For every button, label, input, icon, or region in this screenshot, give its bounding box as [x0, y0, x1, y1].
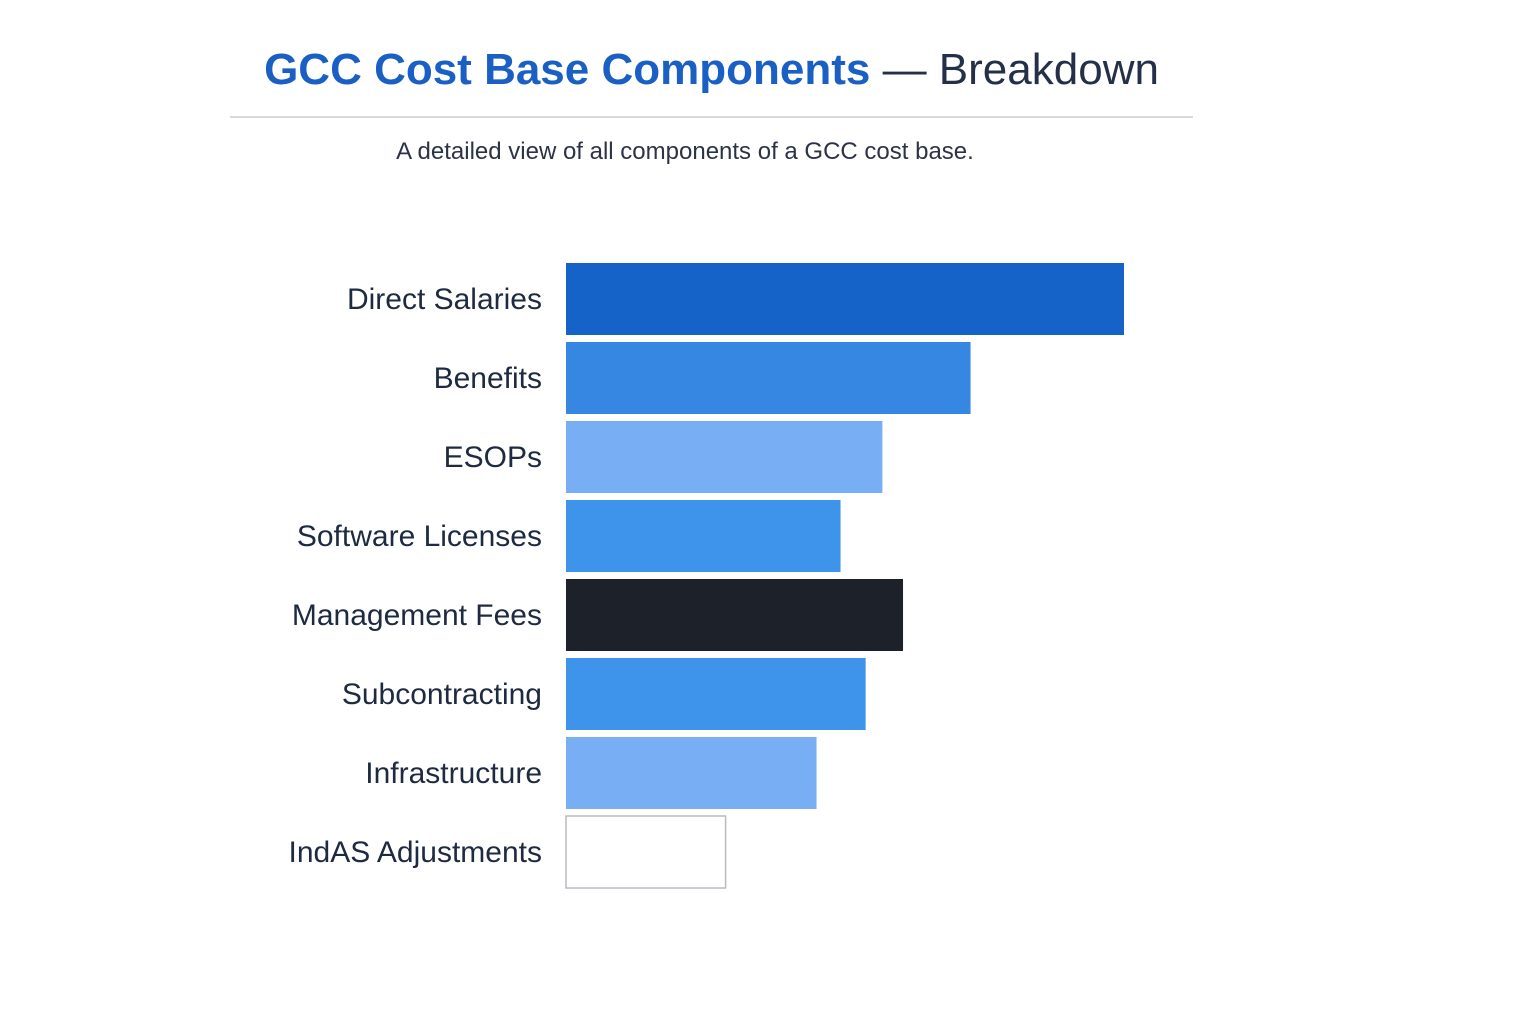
category-label-esops: ESOPs — [444, 441, 542, 474]
bar-benefits — [566, 342, 971, 414]
category-label-subcontracting: Subcontracting — [342, 678, 542, 711]
bar-esops — [566, 421, 883, 493]
chart-subtitle: A detailed view of all components of a G… — [396, 138, 974, 165]
bar-direct-salaries — [566, 263, 1124, 335]
category-label-management-fees: Management Fees — [292, 599, 542, 632]
category-label-direct-salaries: Direct Salaries — [347, 283, 542, 316]
bar-management-fees — [566, 579, 904, 651]
category-label-infrastructure: Infrastructure — [365, 757, 542, 790]
bar-infrastructure — [566, 737, 817, 809]
category-label-software-licenses: Software Licenses — [297, 520, 542, 553]
bar-indas-adjustments — [565, 815, 727, 889]
title-divider — [230, 116, 1193, 118]
bar-software-licenses — [566, 500, 841, 572]
chart-title-rest: — Breakdown — [870, 45, 1159, 94]
category-label-benefits: Benefits — [434, 362, 542, 395]
category-label-indas-adjustments: IndAS Adjustments — [289, 836, 542, 869]
bar-subcontracting — [566, 658, 866, 730]
chart-title-main: GCC Cost Base Components — [264, 45, 871, 94]
chart-title: GCC Cost Base Components — Breakdown — [230, 40, 1193, 100]
